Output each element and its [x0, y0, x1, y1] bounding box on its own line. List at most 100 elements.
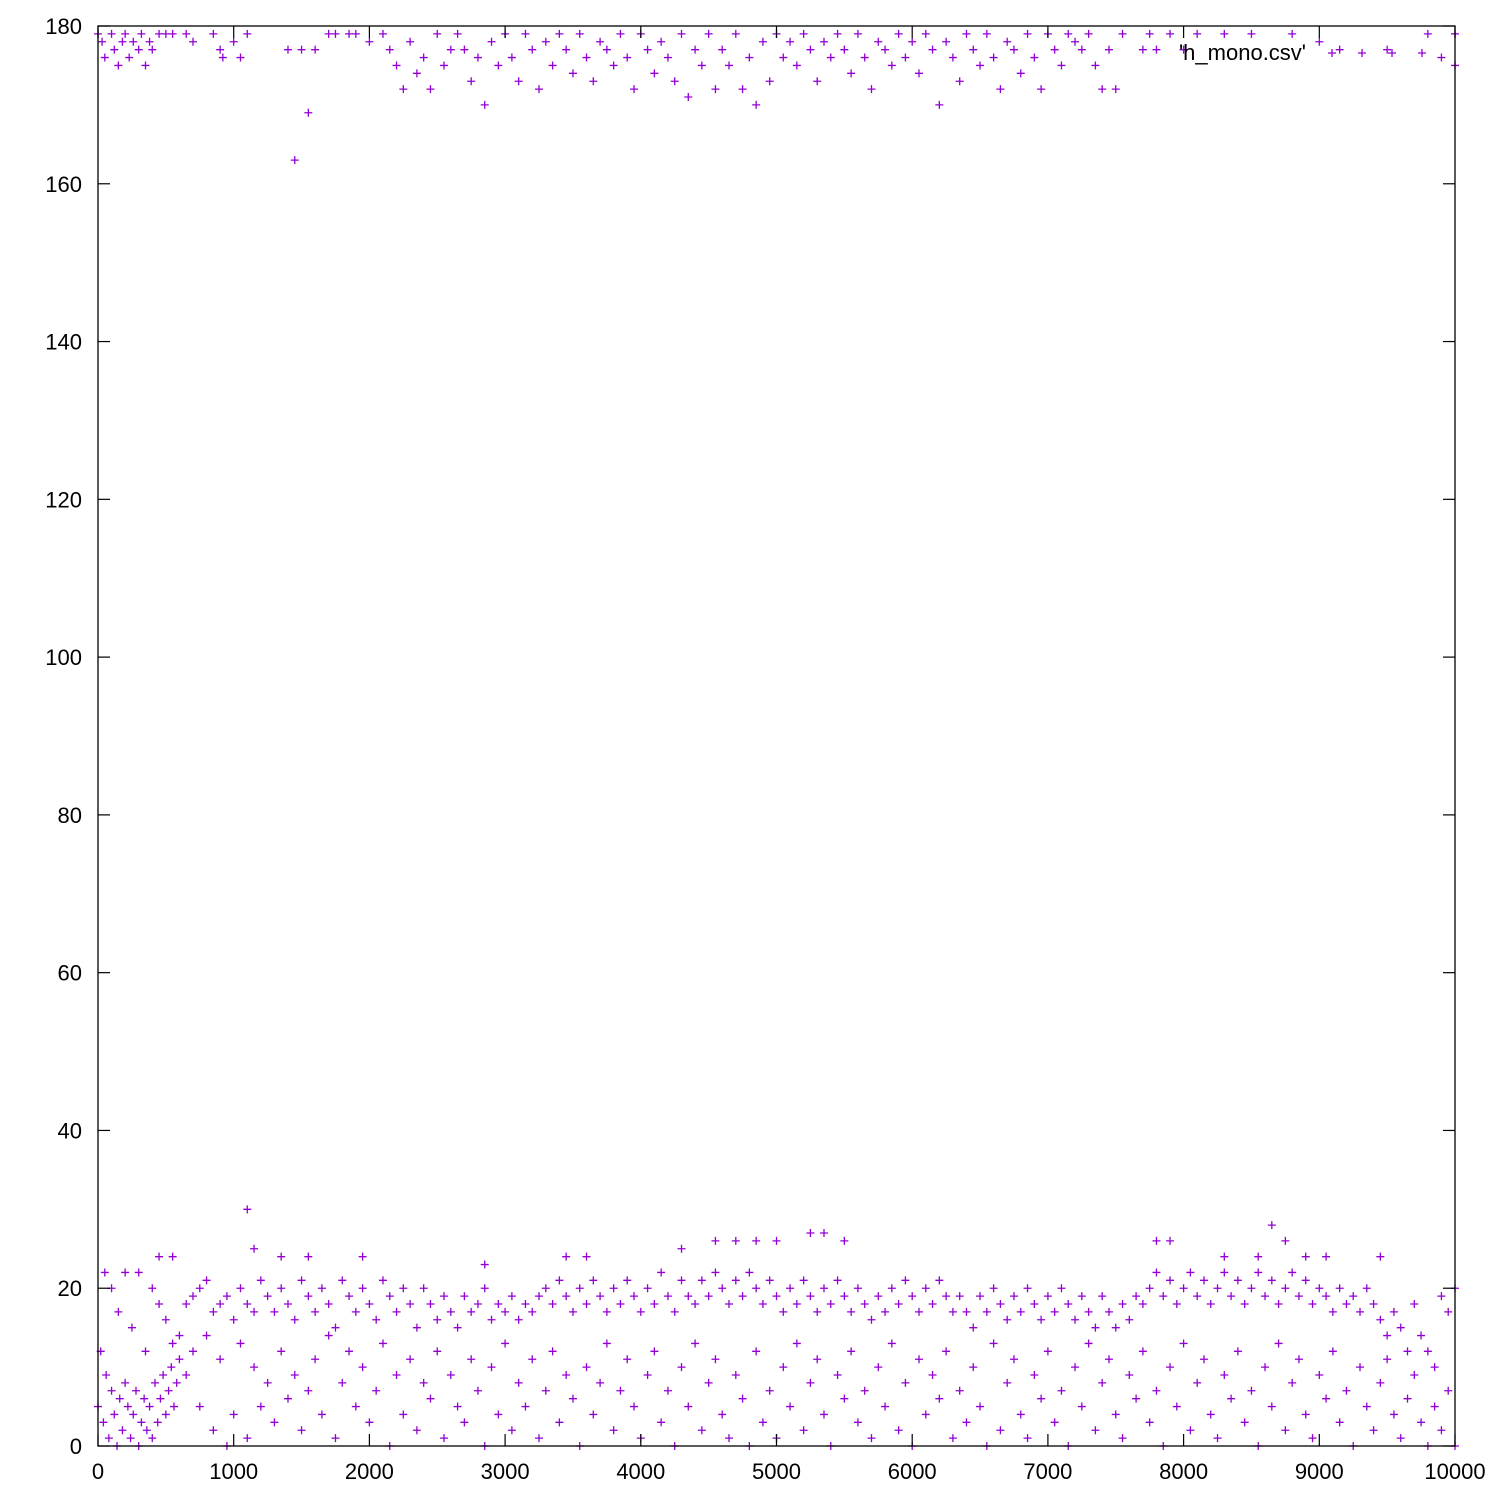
data-point [507, 1426, 516, 1435]
data-point [1132, 1394, 1141, 1403]
data-point [297, 1276, 306, 1285]
data-point [982, 1307, 991, 1316]
data-point [1166, 29, 1175, 38]
data-point [738, 1394, 747, 1403]
data-point [155, 1252, 164, 1261]
data-point [996, 85, 1005, 94]
data-point [575, 29, 584, 38]
data-point [1057, 1284, 1066, 1293]
data-point [209, 1426, 218, 1435]
data-point [507, 53, 516, 62]
data-point [140, 1394, 149, 1403]
data-point [1240, 1300, 1249, 1308]
data-point [779, 1307, 788, 1316]
data-point [962, 1418, 971, 1427]
data-point [507, 1292, 516, 1301]
x-tick-label: 5000 [752, 1459, 801, 1484]
data-point [1118, 29, 1127, 38]
data-point [989, 1339, 998, 1348]
data-point [1335, 1284, 1344, 1293]
data-point [813, 1355, 822, 1364]
data-point [216, 1300, 225, 1308]
data-point [833, 29, 842, 38]
data-point [304, 1386, 313, 1395]
data-point [541, 1386, 550, 1395]
data-point [616, 29, 625, 38]
data-point [860, 53, 869, 62]
data-point [1098, 1378, 1107, 1387]
data-point [819, 1229, 828, 1237]
data-point [982, 29, 991, 38]
data-point [758, 37, 767, 46]
data-point [955, 1386, 964, 1395]
data-point [725, 1434, 734, 1443]
data-point [202, 1331, 211, 1340]
data-point [792, 1339, 801, 1348]
x-tick-label: 8000 [1159, 1459, 1208, 1484]
data-point [1104, 45, 1113, 54]
data-point [867, 85, 876, 94]
data-point [908, 37, 917, 46]
data-point [555, 1418, 564, 1427]
data-point [453, 29, 462, 38]
data-point [110, 1410, 119, 1419]
data-point [1301, 1252, 1310, 1261]
data-point [345, 1347, 354, 1356]
x-tick-label: 2000 [345, 1459, 394, 1484]
data-point [881, 1402, 890, 1411]
data-point [1444, 1307, 1453, 1316]
data-point [1267, 1276, 1276, 1285]
data-point [962, 29, 971, 38]
data-point [806, 1229, 815, 1237]
data-point [1281, 1426, 1290, 1435]
data-point [840, 1394, 849, 1403]
data-point [928, 1371, 937, 1379]
data-point [623, 53, 632, 62]
data-point [1172, 1402, 1181, 1411]
data-point [114, 1307, 123, 1316]
data-point [1077, 1292, 1086, 1301]
data-point [290, 1315, 299, 1324]
data-point [460, 1418, 469, 1427]
data-point [487, 1315, 496, 1324]
data-point [378, 29, 387, 38]
data-point [1030, 53, 1039, 62]
data-point [297, 1426, 306, 1435]
data-point [134, 45, 143, 54]
data-point [121, 1378, 130, 1387]
data-point [942, 37, 951, 46]
data-point [955, 1292, 964, 1301]
data-point [745, 53, 754, 62]
data-point [704, 1378, 713, 1387]
data-point [840, 1236, 849, 1245]
x-tick-label: 0 [92, 1459, 104, 1484]
data-point [1322, 1292, 1331, 1301]
data-point [765, 1386, 774, 1395]
data-point [935, 1276, 944, 1285]
data-point [168, 1339, 177, 1348]
data-point [568, 69, 577, 78]
data-point [1206, 1410, 1215, 1419]
data-point [453, 1402, 462, 1411]
data-point [1274, 1300, 1283, 1308]
data-point [657, 1268, 666, 1277]
data-point [596, 1292, 605, 1301]
data-point [1023, 1284, 1032, 1293]
data-point [1145, 29, 1154, 38]
data-point [1111, 1410, 1120, 1419]
data-point [1376, 1315, 1385, 1324]
data-point [1220, 1252, 1229, 1261]
data-point [1166, 1236, 1175, 1245]
data-point [372, 1315, 381, 1324]
data-point [514, 77, 523, 86]
y-tick-label: 100 [45, 645, 82, 670]
data-point [324, 29, 333, 38]
data-point [657, 37, 666, 46]
data-point [1084, 1307, 1093, 1316]
data-point [1335, 45, 1344, 54]
data-point [1199, 1276, 1208, 1285]
data-point [596, 1378, 605, 1387]
data-point [1247, 1284, 1256, 1293]
data-point [480, 100, 489, 109]
x-tick-label: 10000 [1424, 1459, 1485, 1484]
